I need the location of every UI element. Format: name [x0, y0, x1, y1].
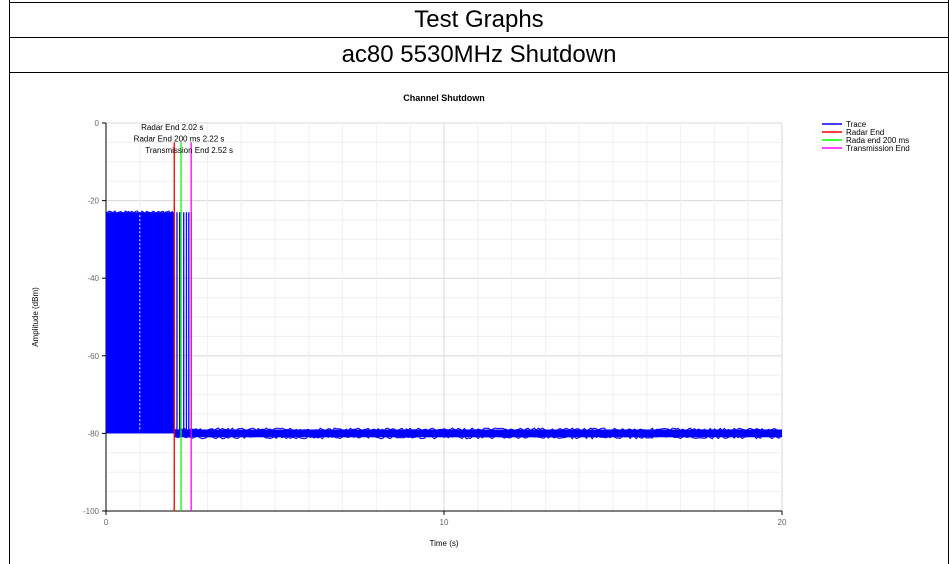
y-tick-label: -60 [87, 352, 99, 361]
y-tick-label: -20 [87, 197, 99, 206]
x-tick-label: 10 [440, 518, 449, 527]
y-axis-label: Amplitude (dBm) [31, 287, 40, 347]
y-tick-label: -40 [87, 274, 99, 283]
annotation-label: Radar End 2.02 s [141, 123, 203, 132]
y-tick-label: 0 [95, 119, 100, 128]
page-subtitle: ac80 5530MHz Shutdown [9, 37, 949, 73]
x-axis-label: Time (s) [429, 539, 458, 548]
trace-noise-bottom [174, 434, 781, 440]
annotation-label: Radar End 200 ms 2.22 s [134, 135, 225, 144]
legend-label: Transmission End [846, 144, 910, 153]
annotation-label: Transmission End 2.52 s [145, 146, 233, 155]
legend-label: Radar End [846, 128, 884, 137]
trace-transmission-edge [105, 210, 174, 215]
trace-noise-floor [174, 429, 782, 438]
legend-label: Rada end 200 ms [846, 136, 909, 145]
series-trace [105, 210, 782, 440]
chart-title: Channel Shutdown [403, 93, 485, 103]
channel-shutdown-chart: Channel Shutdown 0 -20 -40 -60 -80 -100 0 10 20 Ti… [31, 93, 910, 548]
page-title: Test Graphs [9, 2, 949, 38]
y-tick-label: -100 [83, 507, 100, 516]
y-tick-label: -80 [87, 429, 99, 438]
legend-label: Trace [846, 120, 867, 129]
grid [105, 122, 783, 512]
trace-noise-top [174, 427, 781, 432]
x-tick-label: 0 [104, 518, 109, 527]
x-tick-label: 20 [778, 518, 787, 527]
